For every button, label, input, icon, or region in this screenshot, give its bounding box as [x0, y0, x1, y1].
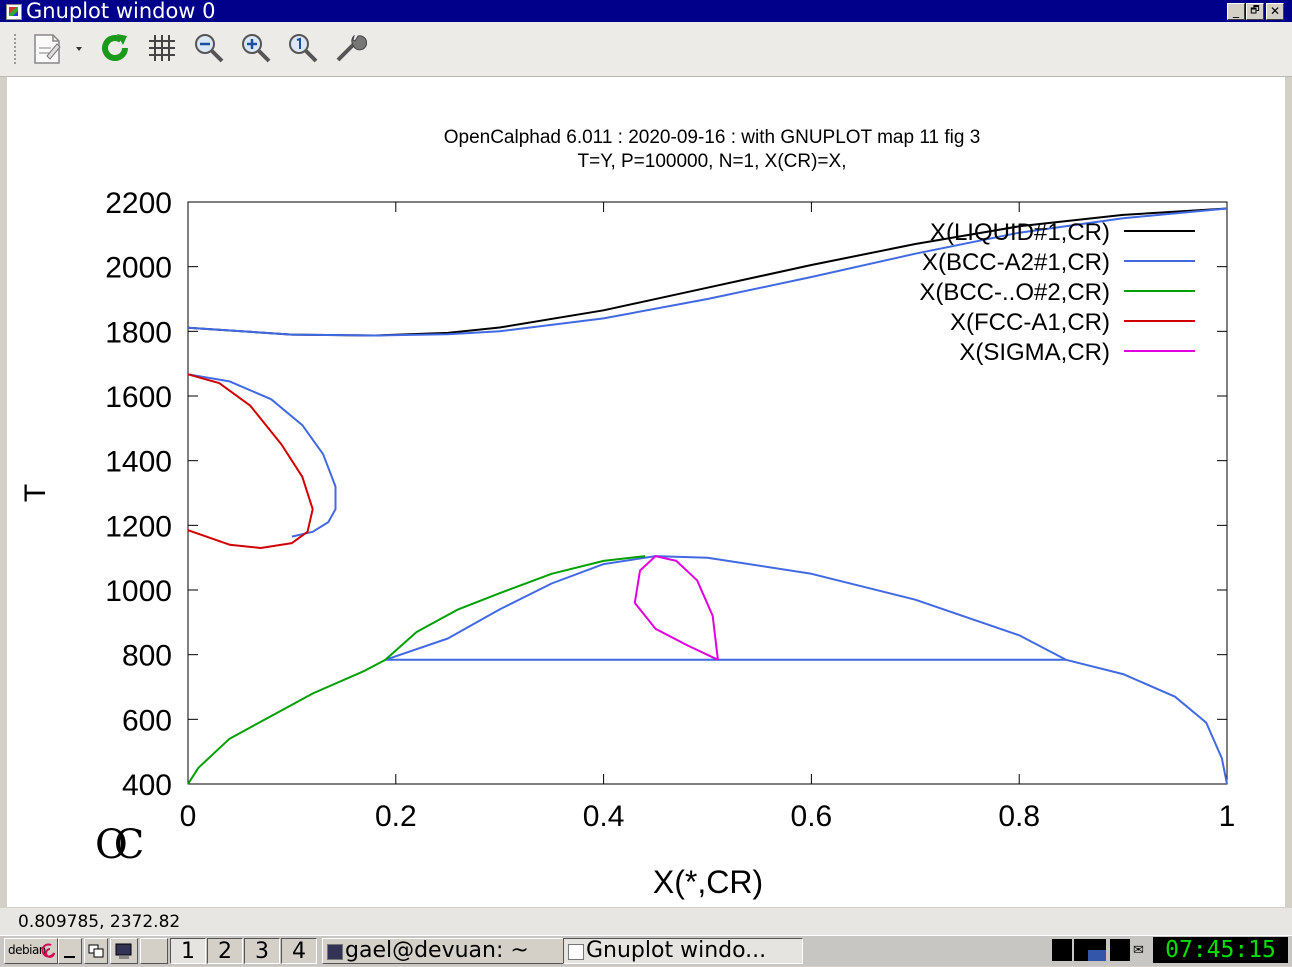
- minimize-button[interactable]: _: [1227, 3, 1245, 20]
- phase-diagram[interactable]: OpenCalphad 6.011 : 2020-09-16 : with GN…: [7, 77, 1285, 907]
- toolbar-grip[interactable]: [14, 34, 19, 64]
- y-tick-label: 2200: [105, 187, 172, 220]
- mail-icon[interactable]: ✉: [1133, 943, 1144, 958]
- x-axis-label: X(*,CR): [653, 864, 763, 900]
- zoom-out-icon: [195, 34, 224, 63]
- task-gnuplot[interactable]: Gnuplot windo...: [563, 938, 803, 964]
- zoom-in-button[interactable]: [238, 30, 274, 66]
- settings-button[interactable]: [332, 30, 368, 66]
- legend-entry: X(BCC-..O#2,CR): [919, 279, 1110, 306]
- plot-canvas[interactable]: OpenCalphad 6.011 : 2020-09-16 : with GN…: [7, 77, 1285, 907]
- legend-entry: X(LIQUID#1,CR): [930, 219, 1110, 246]
- gnuplot-app-icon[interactable]: [6, 4, 22, 20]
- terminal-launcher[interactable]: [110, 938, 138, 964]
- y-tick-label: 1400: [105, 446, 172, 479]
- y-tick-label: 800: [122, 640, 172, 673]
- desktop-1-button[interactable]: 1: [170, 938, 206, 964]
- load-monitor: [1110, 939, 1130, 961]
- x-tick-label: 0.2: [375, 800, 417, 833]
- plot-frame: [187, 201, 1228, 785]
- statusbar: 0.809785, 2372.82: [0, 908, 1292, 935]
- desktop-4-button[interactable]: 4: [281, 938, 317, 964]
- task-terminal[interactable]: gael@devuan: ~: [322, 938, 564, 964]
- series-line: [187, 658, 386, 785]
- series-line: [385, 555, 1067, 661]
- window-list-icon: [88, 944, 104, 958]
- plot-subtitle: T=Y, P=100000, N=1, X(CR)=X,: [578, 151, 847, 172]
- y-tick-label: 1200: [105, 510, 172, 543]
- desktop-3-button[interactable]: 3: [244, 938, 280, 964]
- debian-label: debian: [8, 943, 46, 957]
- series-line: [187, 373, 314, 549]
- legend-entry: X(SIGMA,CR): [959, 339, 1110, 366]
- y-tick-label: 400: [122, 769, 172, 802]
- series-line: [633, 555, 719, 661]
- y-axis-label: T: [19, 484, 52, 502]
- restore-button[interactable]: 🗗: [1246, 3, 1264, 20]
- export-icon: [34, 34, 82, 64]
- opencalphad-logo: OC: [95, 822, 143, 868]
- close-button[interactable]: ✕: [1266, 3, 1284, 20]
- debian-swirl-icon: [41, 943, 55, 958]
- terminal-task-icon: [327, 944, 343, 960]
- gnuplot-task-icon: [568, 944, 584, 960]
- unzoom-icon: [289, 34, 318, 63]
- minimize-all-button[interactable]: [58, 938, 82, 964]
- y-tick-label: 1600: [105, 381, 172, 414]
- empty-launcher[interactable]: [140, 938, 168, 964]
- x-tick-label: 0.4: [583, 800, 625, 833]
- zoom-out-button[interactable]: [191, 30, 227, 66]
- y-tick-label: 1000: [105, 575, 172, 608]
- window-list-button[interactable]: [84, 938, 108, 964]
- zoom-in-icon: [242, 34, 271, 63]
- legend-entry: X(FCC-A1,CR): [950, 309, 1110, 336]
- series-line: [187, 207, 1228, 337]
- task-gnuplot-label: Gnuplot windo...: [586, 938, 767, 963]
- taskbar: debian 1 2 3 4 gael@devuan: ~ Gnuplot wi…: [0, 935, 1292, 966]
- grid-button[interactable]: [144, 30, 180, 66]
- net-monitor: [1088, 939, 1106, 961]
- replot-icon: [102, 34, 128, 61]
- series-line: [1065, 658, 1228, 785]
- window-title: Gnuplot window 0: [26, 0, 216, 23]
- minimize-all-icon: [64, 956, 75, 958]
- task-terminal-label: gael@devuan: ~: [345, 938, 529, 963]
- clock: 07:45:15: [1153, 937, 1288, 963]
- cpu-monitor: [1052, 939, 1072, 961]
- replot-button[interactable]: [97, 30, 133, 66]
- series-line: [187, 373, 337, 538]
- x-tick-label: 0.8: [998, 800, 1040, 833]
- export-button[interactable]: [28, 30, 88, 66]
- terminal-icon: [115, 943, 132, 959]
- y-tick-label: 1800: [105, 316, 172, 349]
- x-tick-label: 0: [180, 800, 197, 833]
- cursor-coordinates: 0.809785, 2372.82: [18, 912, 181, 932]
- window-titlebar[interactable]: Gnuplot window 0 _ 🗗 ✕: [0, 0, 1292, 23]
- x-tick-label: 0.6: [791, 800, 833, 833]
- unzoom-button[interactable]: [285, 30, 321, 66]
- legend-entry: X(BCC-A2#1,CR): [922, 249, 1110, 276]
- settings-icon: [336, 34, 367, 62]
- toolbar: [0, 22, 1292, 77]
- plot-title: OpenCalphad 6.011 : 2020-09-16 : with GN…: [444, 127, 981, 148]
- desktop-2-button[interactable]: 2: [207, 938, 243, 964]
- y-tick-label: 600: [122, 704, 172, 737]
- x-tick-label: 1: [1219, 800, 1236, 833]
- grid-icon: [149, 35, 175, 61]
- debian-menu-button[interactable]: debian: [4, 938, 58, 964]
- y-tick-label: 2000: [105, 252, 172, 285]
- series-line: [384, 555, 646, 661]
